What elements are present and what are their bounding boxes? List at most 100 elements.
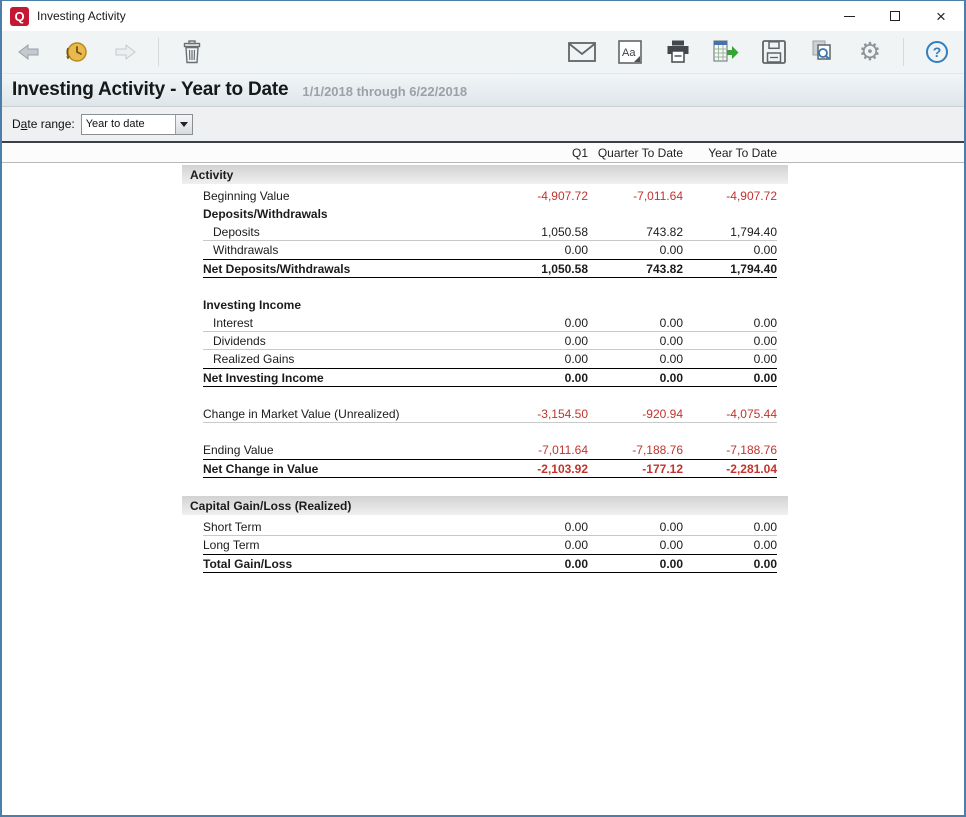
- toolbar-separator: [158, 38, 159, 66]
- data-row: Beginning Value-4,907.72-7,011.64-4,907.…: [203, 187, 777, 205]
- row-label: Short Term: [203, 520, 468, 534]
- maximize-icon: [890, 11, 900, 21]
- maximize-button[interactable]: [872, 1, 918, 31]
- column-header-band: Q1 Quarter To Date Year To Date: [2, 143, 964, 163]
- value-cell: 0.00: [588, 557, 683, 571]
- value-cell: 743.82: [588, 262, 683, 276]
- value-cell: 1,050.58: [468, 262, 588, 276]
- data-row: Change in Market Value (Unrealized)-3,15…: [203, 405, 777, 423]
- print-button[interactable]: [663, 37, 693, 67]
- delete-report-button[interactable]: [177, 37, 207, 67]
- toolbar: Aa: [2, 31, 964, 74]
- value-cell: 0.00: [468, 243, 588, 257]
- save-button[interactable]: [759, 37, 789, 67]
- email-icon: [567, 41, 597, 63]
- settings-button[interactable]: ⚙: [855, 37, 885, 67]
- minimize-button[interactable]: [826, 1, 872, 31]
- save-icon: [761, 39, 787, 65]
- value-cell: -7,188.76: [588, 443, 683, 457]
- report-title: Investing Activity - Year to Date: [12, 79, 288, 101]
- row-label: Beginning Value: [203, 189, 468, 203]
- value-cell: -177.12: [588, 462, 683, 476]
- value-cell: 0.00: [683, 334, 777, 348]
- value-cell: -4,907.72: [468, 189, 588, 203]
- column-header-year-to-date: Year To Date: [683, 146, 777, 160]
- date-range-select[interactable]: Year to date: [81, 114, 193, 135]
- total-row: Net Change in Value-2,103.92-177.12-2,28…: [203, 459, 777, 478]
- printer-icon: [665, 39, 691, 65]
- total-row: Net Deposits/Withdrawals1,050.58743.821,…: [203, 259, 777, 278]
- subsection-header-row: Deposits/Withdrawals: [203, 205, 777, 223]
- history-button[interactable]: [62, 37, 92, 67]
- preview-button[interactable]: [807, 37, 837, 67]
- value-cell: -3,154.50: [468, 407, 588, 421]
- value-cell: -920.94: [588, 407, 683, 421]
- app-window: Q Investing Activity ×: [0, 0, 966, 817]
- close-button[interactable]: ×: [918, 1, 964, 31]
- value-cell: 0.00: [683, 538, 777, 552]
- total-row: Net Investing Income0.000.000.00: [203, 368, 777, 387]
- row-label: Capital Gain/Loss (Realized): [182, 499, 788, 513]
- toolbar-separator: [903, 38, 904, 66]
- export-icon: [712, 39, 740, 65]
- value-cell: 0.00: [468, 316, 588, 330]
- spacer-row: [182, 387, 788, 405]
- preview-pages-icon: [808, 38, 836, 66]
- data-row: Realized Gains0.000.000.00: [203, 350, 777, 368]
- row-label: Total Gain/Loss: [203, 557, 468, 571]
- value-cell: 0.00: [683, 557, 777, 571]
- email-button[interactable]: [567, 37, 597, 67]
- forward-icon: [112, 40, 138, 64]
- chevron-down-icon: [180, 122, 188, 127]
- value-cell: -7,011.64: [588, 189, 683, 203]
- trash-icon: [180, 39, 204, 65]
- value-cell: 0.00: [468, 557, 588, 571]
- value-cell: -4,075.44: [683, 407, 777, 421]
- row-label: Net Change in Value: [203, 462, 468, 476]
- row-label: Investing Income: [203, 298, 777, 312]
- combo-dropdown-button[interactable]: [175, 115, 192, 134]
- back-button[interactable]: [14, 37, 44, 67]
- report-header: Investing Activity - Year to Date 1/1/20…: [2, 74, 964, 107]
- back-icon: [16, 40, 42, 64]
- value-cell: -7,011.64: [468, 443, 588, 457]
- forward-button[interactable]: [110, 37, 140, 67]
- value-cell: -2,103.92: [468, 462, 588, 476]
- value-cell: 0.00: [588, 334, 683, 348]
- value-cell: -4,907.72: [683, 189, 777, 203]
- help-icon: ?: [926, 41, 948, 63]
- value-cell: -7,188.76: [683, 443, 777, 457]
- value-cell: 0.00: [683, 352, 777, 366]
- help-button[interactable]: ?: [922, 37, 952, 67]
- spacer-row: [182, 423, 788, 441]
- value-cell: 0.00: [468, 334, 588, 348]
- value-cell: 0.00: [468, 520, 588, 534]
- value-cell: 1,794.40: [683, 262, 777, 276]
- report-date-range-text: 1/1/2018 through 6/22/2018: [302, 81, 467, 99]
- value-cell: 0.00: [588, 316, 683, 330]
- data-row: Interest0.000.000.00: [203, 314, 777, 332]
- font-settings-button[interactable]: Aa: [615, 37, 645, 67]
- row-label: Activity: [182, 168, 788, 182]
- value-cell: 0.00: [588, 520, 683, 534]
- data-row: Deposits1,050.58743.821,794.40: [203, 223, 777, 241]
- value-cell: 1,794.40: [683, 225, 777, 239]
- value-cell: 0.00: [683, 316, 777, 330]
- row-label: Withdrawals: [203, 243, 468, 257]
- value-cell: 1,050.58: [468, 225, 588, 239]
- value-cell: 0.00: [683, 520, 777, 534]
- value-cell: 0.00: [468, 538, 588, 552]
- value-cell: -2,281.04: [683, 462, 777, 476]
- row-label: Ending Value: [203, 443, 468, 457]
- title-bar: Q Investing Activity ×: [2, 1, 964, 31]
- data-row: Dividends0.000.000.00: [203, 332, 777, 350]
- export-button[interactable]: [711, 37, 741, 67]
- spacer-row: [182, 278, 788, 296]
- data-row: Long Term0.000.000.00: [203, 536, 777, 554]
- report-rows: ActivityBeginning Value-4,907.72-7,011.6…: [182, 163, 788, 573]
- column-header-quarter-to-date: Quarter To Date: [588, 146, 683, 160]
- column-header-q1: Q1: [468, 146, 588, 160]
- value-cell: 743.82: [588, 225, 683, 239]
- value-cell: 0.00: [683, 371, 777, 385]
- quicken-logo-icon: Q: [10, 7, 29, 26]
